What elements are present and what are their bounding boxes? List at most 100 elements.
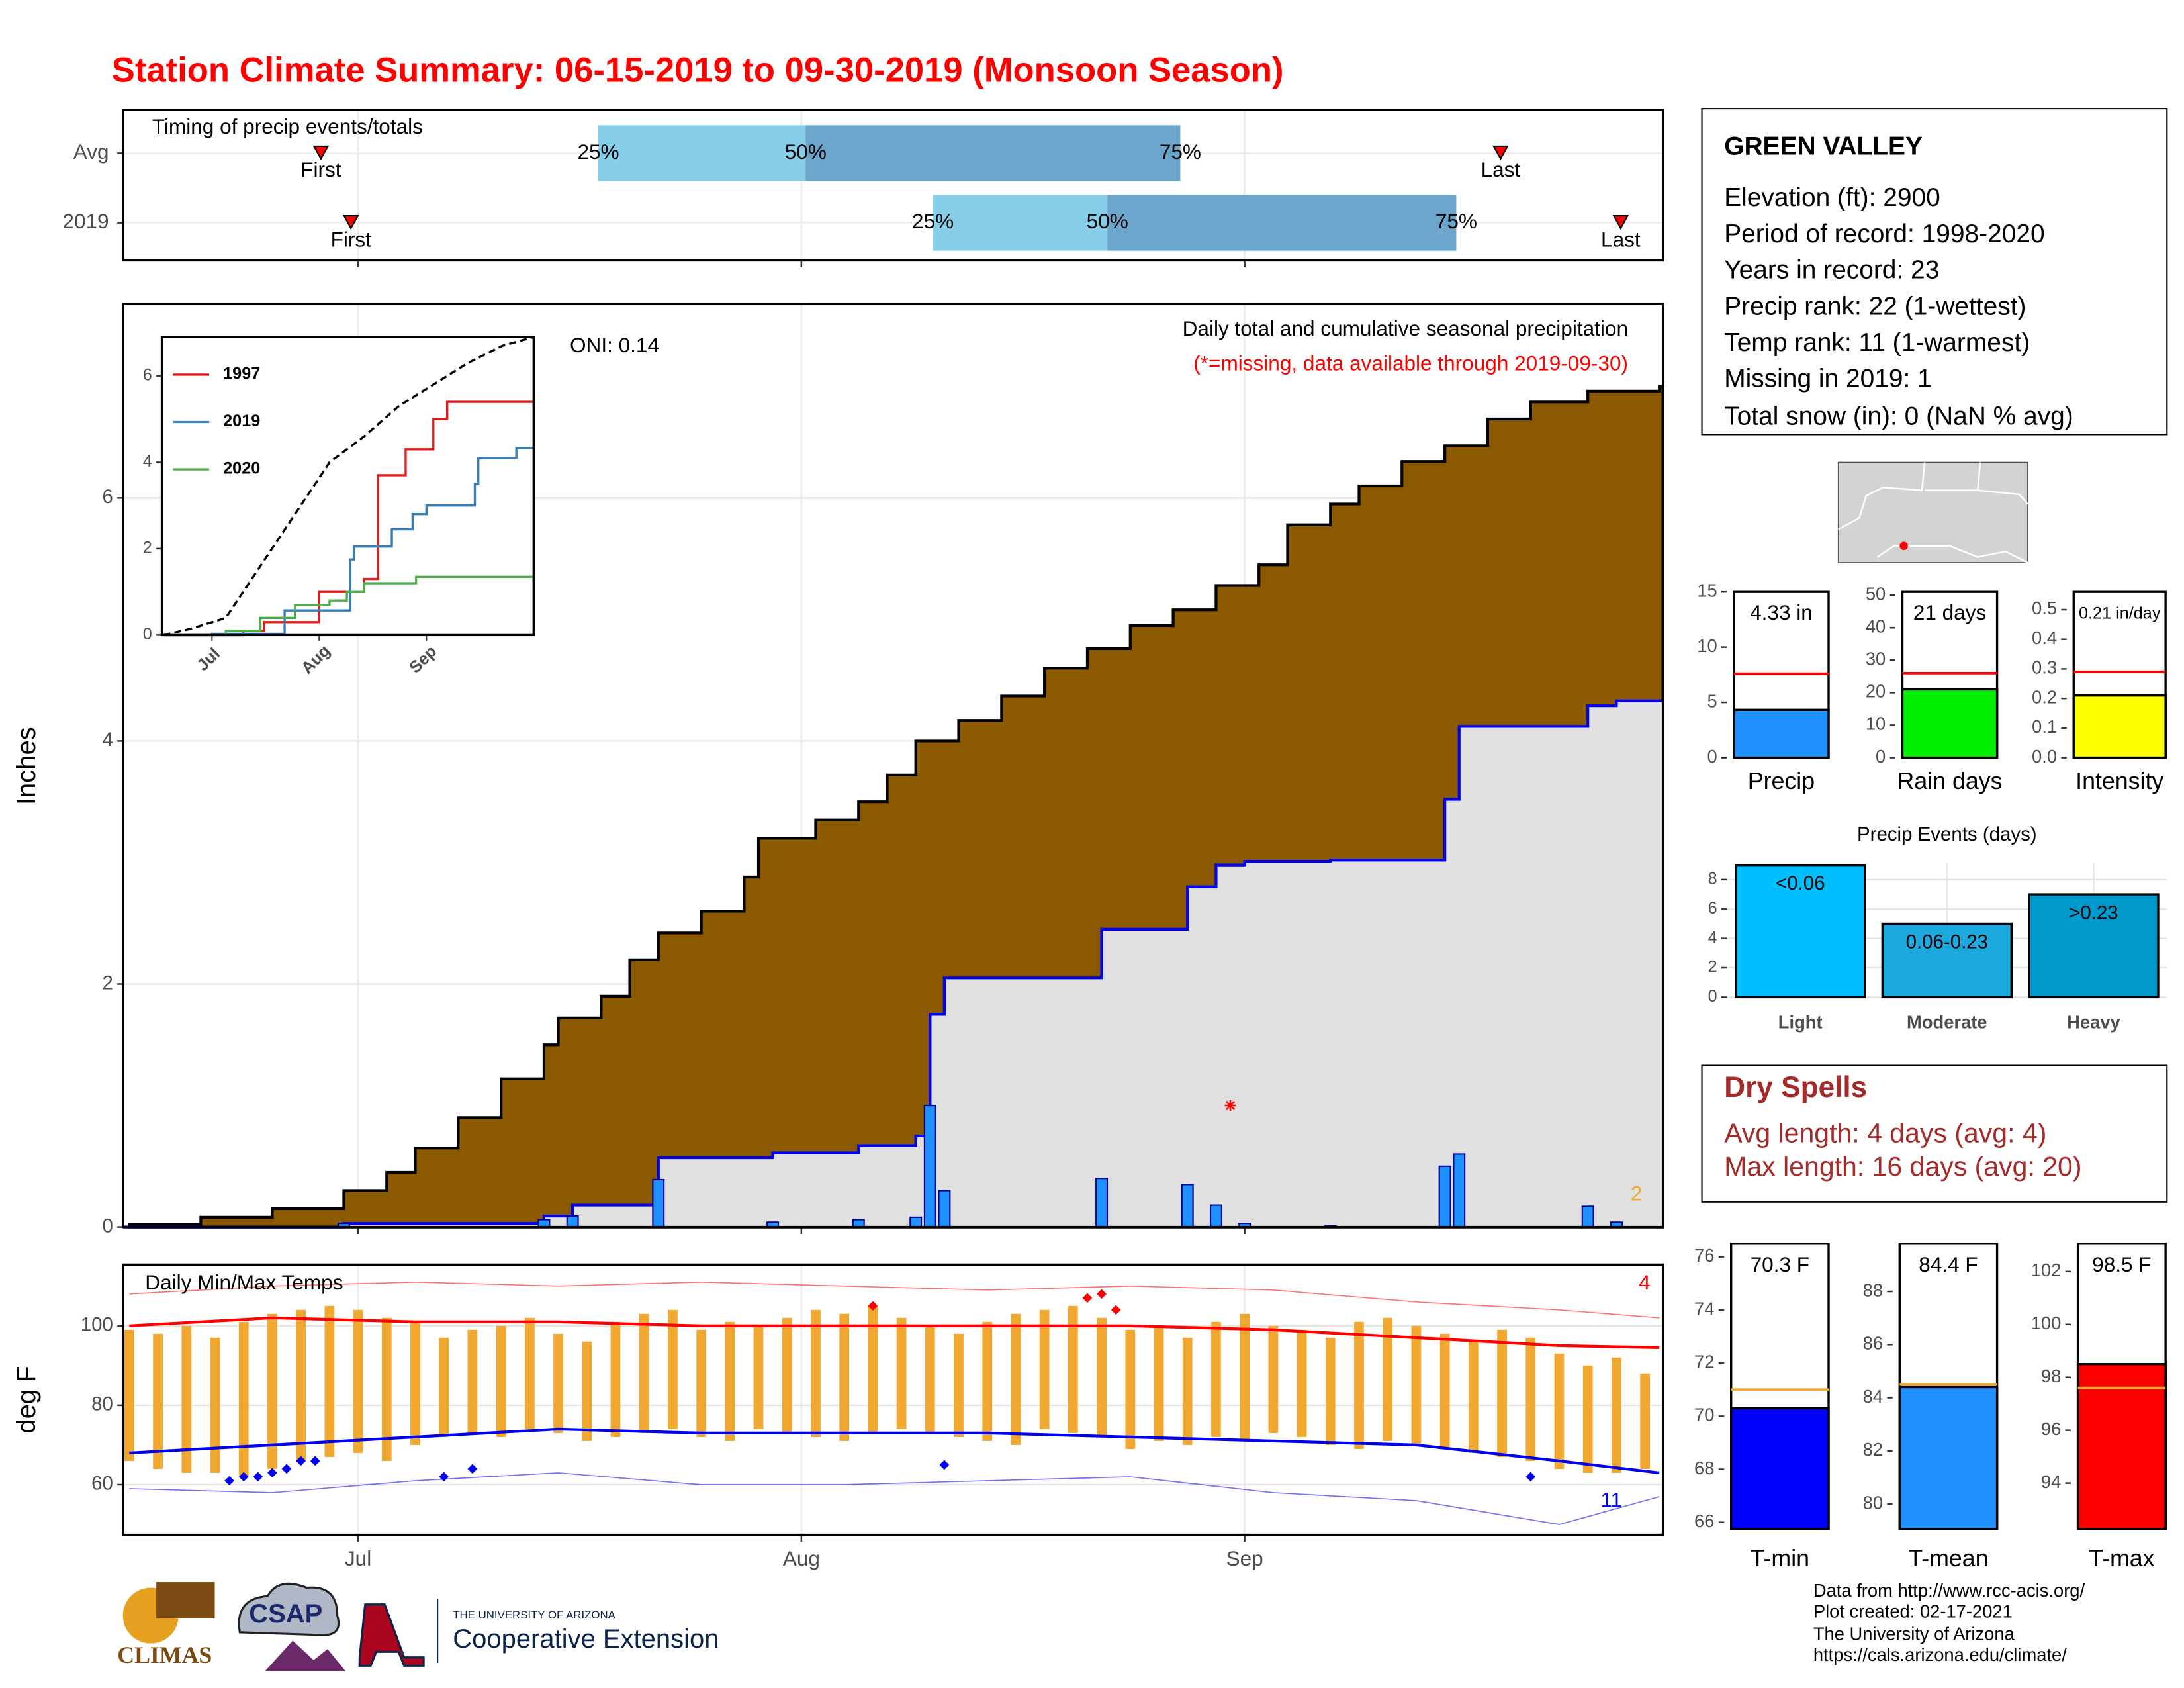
daily-precip-bar <box>1581 1205 1594 1228</box>
y-tick-label: 0.0 <box>2032 746 2057 767</box>
category-label: Heavy <box>2067 1012 2120 1033</box>
y-tick-label: 30 <box>1866 648 1886 669</box>
value-label: 21 days <box>1913 600 1987 624</box>
quartile-bar <box>1107 195 1457 251</box>
category-label: Light <box>1778 1012 1823 1033</box>
y-tick-label: 8 <box>1708 870 1717 888</box>
y-tick-label: 0 <box>1708 987 1717 1006</box>
daily-temp-bar <box>353 1309 363 1453</box>
y-tick-label: 98 <box>2041 1366 2061 1386</box>
info-line: Period of record: 1998-2020 <box>1724 220 2045 248</box>
daily-temp-bar <box>238 1321 249 1477</box>
daily-temp-bar <box>610 1321 621 1437</box>
event-marker <box>342 215 359 230</box>
legend-label: 1997 <box>223 365 260 383</box>
value-label: 0.21 in/day <box>2079 604 2161 623</box>
percent-label: 25% <box>577 140 619 164</box>
daily-temp-bar <box>868 1305 878 1433</box>
y-tick-label: 20 <box>1866 681 1886 702</box>
oni-label: ONI: 0.14 <box>570 333 659 357</box>
y-tick-label: 100 <box>2031 1313 2062 1333</box>
dry-spells-title: Dry Spells <box>1724 1071 1867 1103</box>
y-tick-label: 4 <box>103 729 113 751</box>
legend-label: 2020 <box>223 459 260 478</box>
daily-temp-bar <box>1097 1317 1107 1437</box>
cumulative-line <box>122 699 1663 1229</box>
panel-subtitle: (*=missing, data available through 2019-… <box>1193 352 1628 375</box>
daily-temp-bar <box>1554 1353 1565 1469</box>
y-tick-label: 102 <box>2031 1260 2062 1280</box>
value-label: 98.5 F <box>2092 1252 2151 1276</box>
daily-precip-bar <box>566 1215 579 1228</box>
missing-marker <box>1224 1100 1236 1111</box>
y-tick-label: 0.1 <box>2032 716 2057 737</box>
timeline-title: Timing of precip events/totals <box>152 115 423 138</box>
daily-temp-bar <box>1039 1309 1050 1429</box>
y-tick-label: 6 <box>1708 899 1717 917</box>
y-axis-label: Inches <box>12 727 41 805</box>
y-tick-label: 0.3 <box>2032 657 2057 678</box>
daily-temp-bar <box>1612 1357 1621 1473</box>
daily-temp-bar <box>1439 1333 1450 1449</box>
daily-temp-bar <box>1383 1317 1393 1441</box>
daily-temp-bar <box>954 1333 964 1437</box>
panel-border <box>121 1263 1664 1536</box>
csap-logo: CSAP <box>249 1599 322 1628</box>
y-tick-label: 0.2 <box>2032 686 2057 707</box>
daily-temp-bar <box>496 1325 506 1437</box>
temp-line <box>129 1316 1660 1349</box>
daily-temp-bar <box>668 1309 678 1429</box>
daily-precip-bar <box>1209 1204 1222 1228</box>
quartile-bar <box>805 125 1181 181</box>
temp-line <box>129 1281 1660 1319</box>
info-line: Total snow (in): 0 (NaN % avg) <box>1724 402 2073 430</box>
daily-temp-bar <box>1525 1337 1536 1461</box>
daily-temp-bar <box>153 1333 163 1469</box>
event-label: Last <box>1481 158 1521 181</box>
bar <box>1735 863 1866 999</box>
csap-mountain <box>265 1640 346 1671</box>
event-label: First <box>300 158 341 181</box>
panel-background <box>122 1264 1663 1535</box>
daily-temp-bar <box>982 1321 993 1441</box>
footer-line: Data from http://www.rcc-acis.org/ <box>1813 1580 2085 1601</box>
y-tick-label: 88 <box>1863 1280 1883 1300</box>
daily-precip-bar <box>1095 1178 1109 1228</box>
daily-temp-bar <box>1468 1341 1479 1453</box>
info-box <box>1701 108 2168 436</box>
daily-temp-bar <box>1154 1325 1164 1441</box>
daily-temp-bar <box>1411 1325 1422 1445</box>
panel-border <box>160 336 535 637</box>
y-tick-label: 5 <box>1707 690 1717 711</box>
row-label: 2019 <box>62 209 109 233</box>
info-line: Missing in 2019: 1 <box>1724 365 1932 393</box>
map-frame <box>1837 461 2028 563</box>
state-borders <box>1838 462 2028 564</box>
panel-background <box>161 337 534 635</box>
bar <box>2072 694 2167 759</box>
info-line: Temp rank: 11 (1-warmest) <box>1724 328 2030 357</box>
y-tick-label: 80 <box>91 1393 113 1415</box>
daily-temp-bar <box>524 1317 535 1429</box>
y-tick-label: 0 <box>103 1215 113 1237</box>
percent-label: 50% <box>785 140 827 164</box>
x-tick-label: Sep <box>1226 1546 1263 1570</box>
daily-temp-bar <box>782 1317 792 1433</box>
bar <box>1881 922 2013 999</box>
y-tick-label: 82 <box>1863 1439 1883 1460</box>
daily-precip-bar <box>923 1104 936 1228</box>
bar <box>2076 1363 2167 1530</box>
daily-precip-bar <box>1181 1184 1194 1228</box>
category-label: T-min <box>1751 1545 1809 1571</box>
record-count: 4 <box>1639 1270 1651 1294</box>
y-tick-label: 2 <box>103 972 113 994</box>
daily-temp-bar <box>639 1313 649 1433</box>
record-marker <box>310 1456 320 1466</box>
y-tick-label: 6 <box>143 366 152 385</box>
range-label: >0.23 <box>2069 902 2118 923</box>
footer-line: The University of Arizona <box>1813 1623 2015 1644</box>
footer-line: https://cals.arizona.edu/climate/ <box>1813 1644 2067 1665</box>
panel-border <box>121 302 1664 1229</box>
bar <box>1733 708 1830 759</box>
y-tick-label: 15 <box>1697 580 1717 600</box>
